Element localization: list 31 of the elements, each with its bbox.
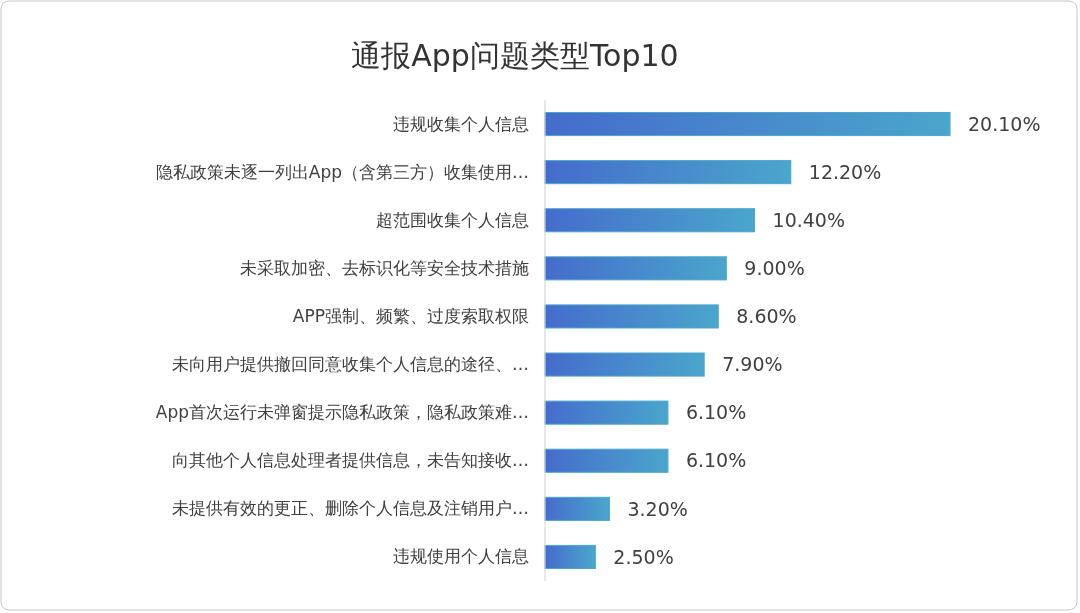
data-label: 3.20%: [627, 497, 688, 520]
chart-title: 通报App问题类型Top10: [351, 38, 679, 73]
y-tick-label: 隐私政策未逐一列出App（含第三方）收集使用…: [155, 161, 529, 182]
bar: [544, 208, 756, 233]
data-label: 6.10%: [685, 401, 747, 424]
y-tick-label: 未提供有效的更正、删除个人信息及注销用户…: [172, 498, 529, 519]
data-label: 9.00%: [744, 257, 805, 279]
data-label: 2.50%: [613, 545, 674, 568]
y-tick-label: App首次运行未弹窗提示隐私政策，隐私政策难…: [155, 402, 529, 423]
bar: [544, 496, 610, 521]
data-label: 6.10%: [685, 449, 747, 472]
data-label: 7.90%: [722, 353, 783, 376]
y-tick-label: 超范围收集个人信息: [376, 209, 529, 230]
bar: [544, 256, 727, 281]
y-tick-label: 违规收集个人信息: [393, 113, 529, 134]
data-label: 10.40%: [772, 208, 846, 231]
bar: [544, 160, 792, 185]
bar: [544, 304, 719, 329]
bar: [544, 112, 951, 137]
y-tick-label: APP强制、频繁、过度索取权限: [292, 305, 529, 326]
bar: [544, 352, 705, 377]
data-label: 8.60%: [736, 305, 797, 328]
bar: [544, 544, 596, 569]
y-tick-label: 未采取加密、去标识化等安全技术措施: [240, 257, 529, 278]
bar: [544, 448, 669, 473]
bar: [544, 400, 669, 425]
data-label: 12.20%: [808, 160, 882, 183]
y-tick-label: 违规使用个人信息: [393, 546, 529, 567]
y-tick-label: 未向用户提供撤回同意收集个人信息的途径、…: [172, 353, 529, 374]
data-label: 20.10%: [968, 112, 1041, 135]
y-tick-label: 向其他个人信息处理者提供信息，未告知接收…: [172, 450, 529, 471]
